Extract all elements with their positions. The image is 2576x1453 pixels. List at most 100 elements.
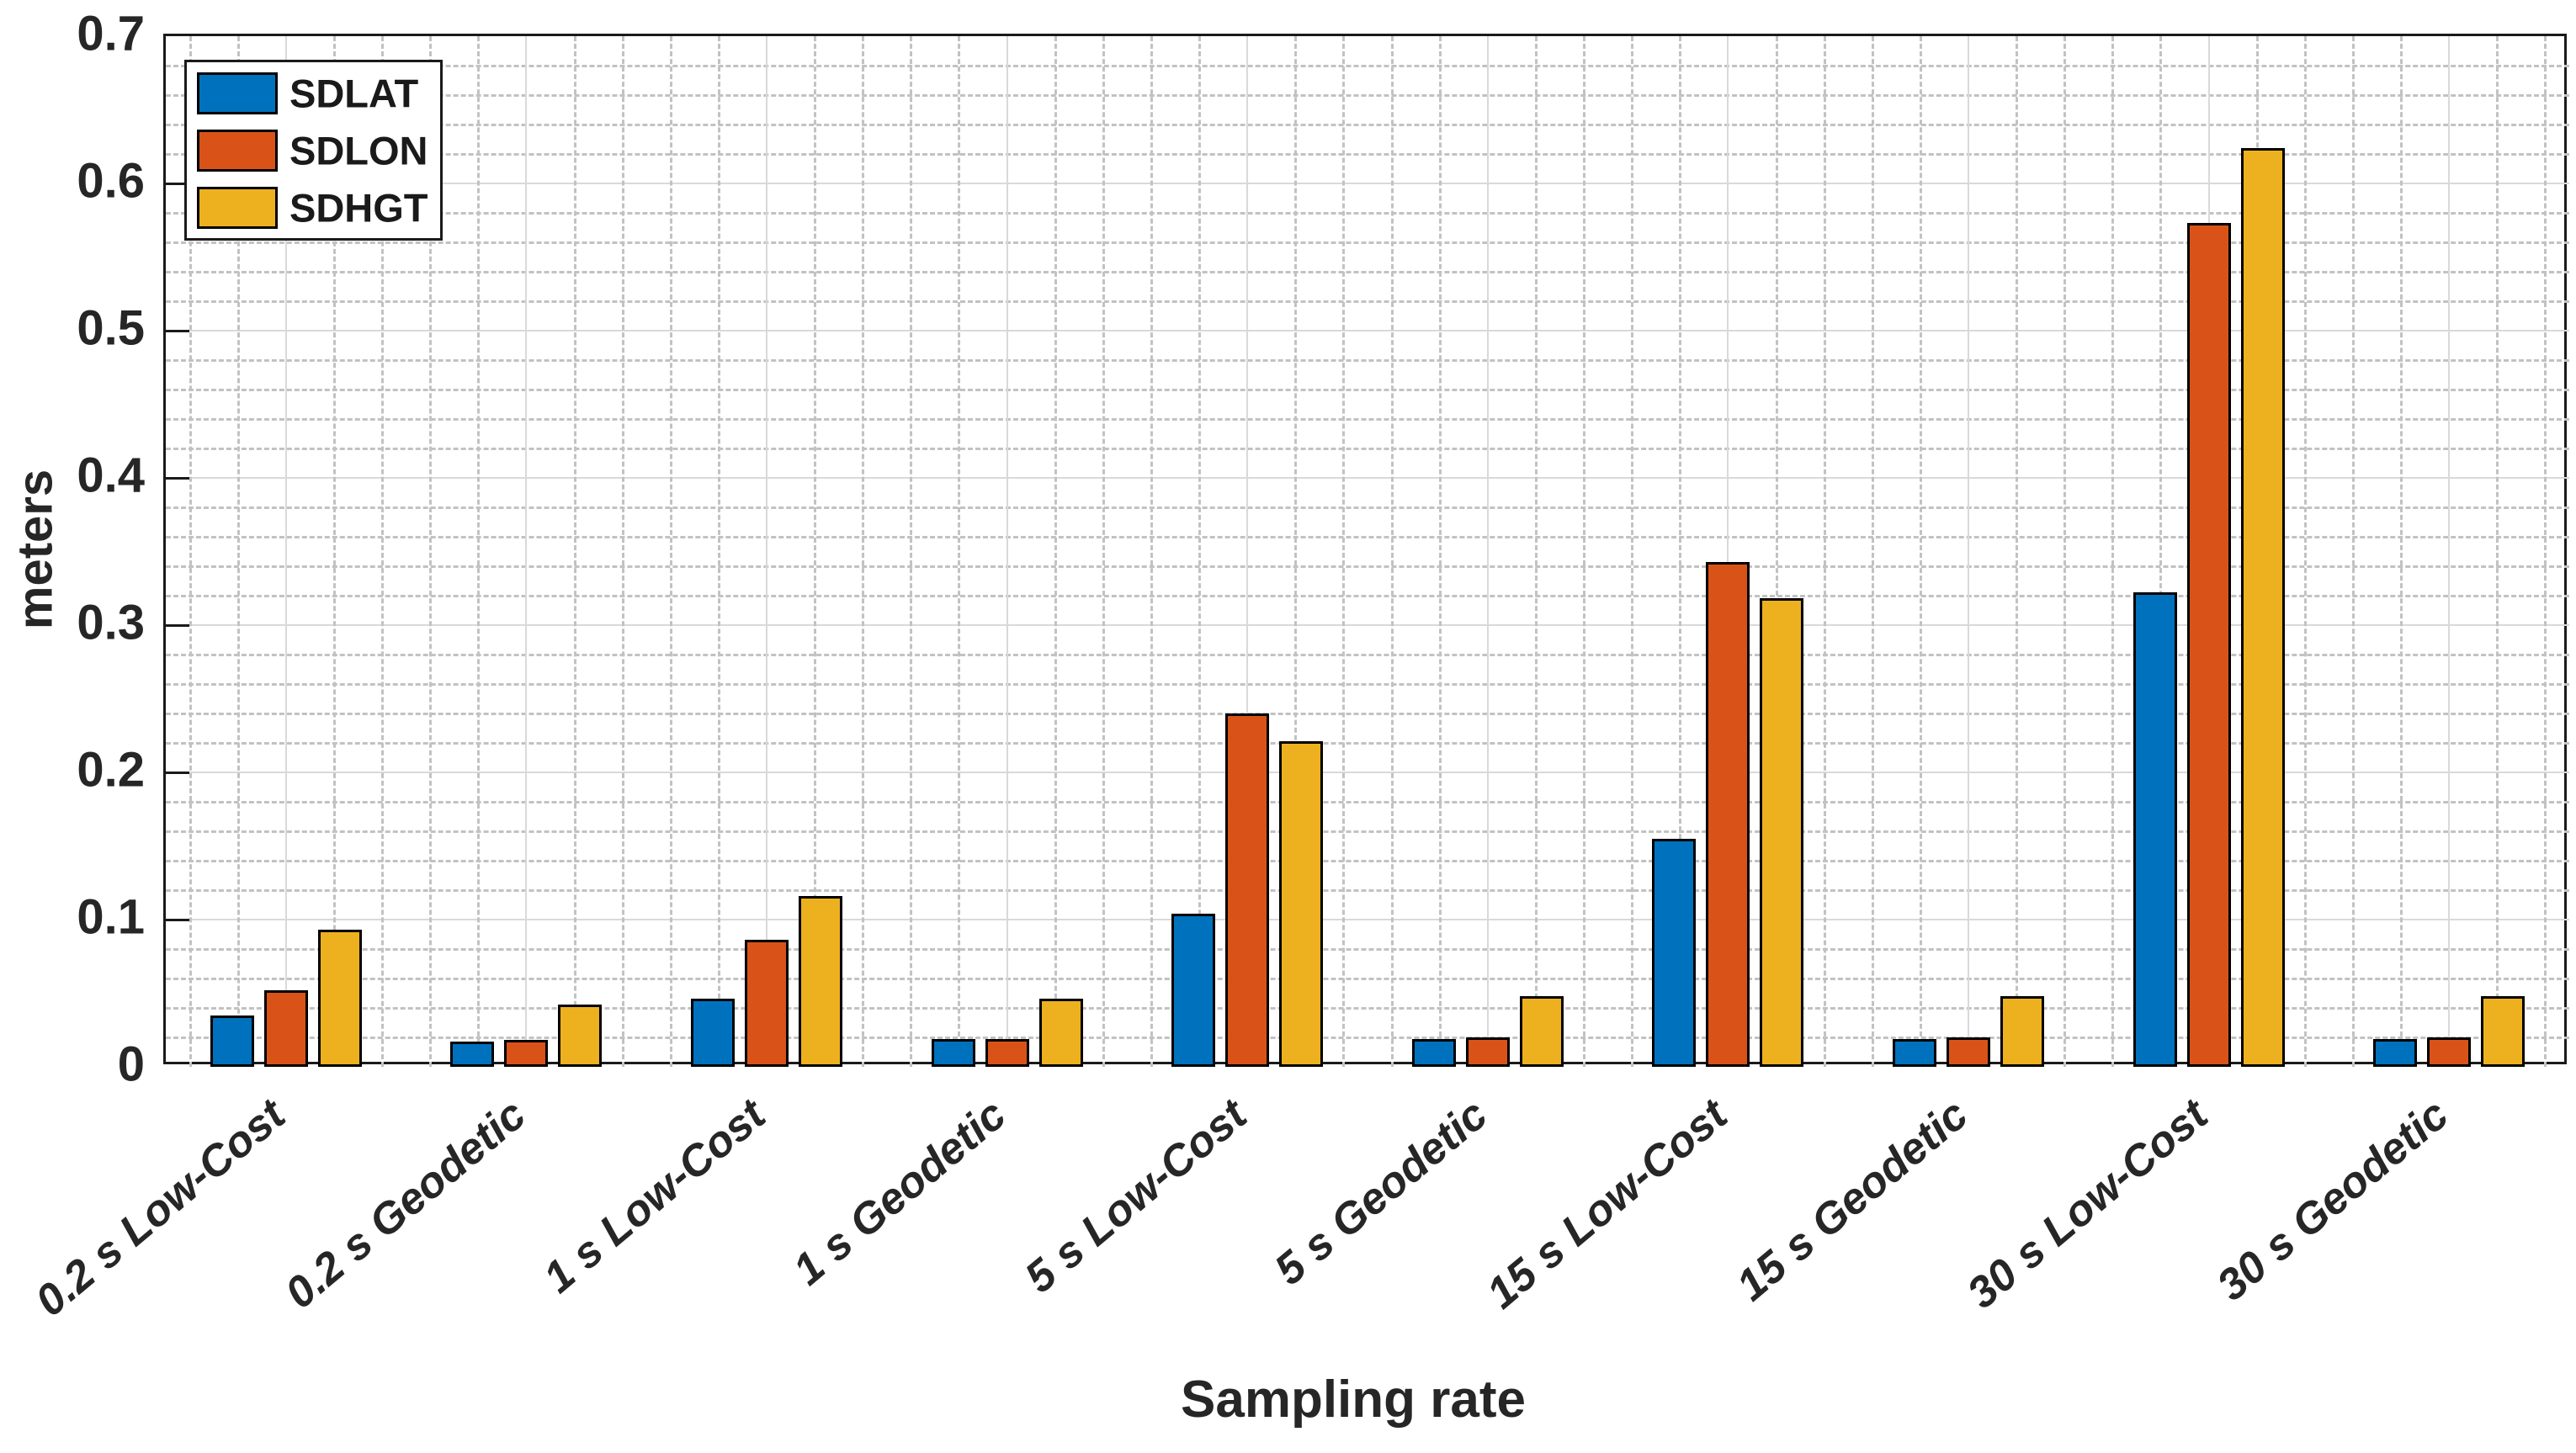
- gridline-minor-y: [166, 94, 2569, 97]
- bar-sdlat-1: [210, 1016, 254, 1067]
- bar-sdlon-8: [1947, 1037, 1990, 1067]
- gridline-minor-x: [1534, 36, 1538, 1067]
- x-tick-label: 30 s Low-Cost: [1958, 1090, 2217, 1318]
- gridline-minor-x: [862, 36, 865, 1067]
- bar-sdlon-9: [2187, 223, 2231, 1067]
- y-tick-mark: [166, 623, 189, 627]
- x-tick-label: 1 s Low-Cost: [534, 1090, 775, 1303]
- bar-sdhgt-10: [2481, 996, 2525, 1067]
- gridline-major-x: [525, 36, 528, 1067]
- plot-area: [163, 34, 2569, 1067]
- gridline-minor-x: [1390, 36, 1394, 1067]
- y-tick-mark: [166, 476, 189, 480]
- bar-sdlat-9: [2133, 592, 2177, 1067]
- legend-item-sdlat: SDLAT: [187, 71, 440, 116]
- y-tick-label: 0.1: [77, 889, 145, 945]
- gridline-minor-x: [717, 36, 720, 1067]
- x-tick-label: 1 s Geodetic: [784, 1090, 1016, 1295]
- legend-label-sdlat: SDLAT: [289, 71, 419, 116]
- gridline-major-x: [1968, 36, 1969, 1067]
- gridline-minor-x: [2400, 36, 2403, 1067]
- gridline-minor-x: [621, 36, 624, 1067]
- gridline-minor-x: [1342, 36, 1346, 1067]
- bar-sdlon-1: [264, 990, 308, 1067]
- bar-sdlat-10: [2373, 1039, 2417, 1067]
- gridline-minor-x: [2063, 36, 2067, 1067]
- bar-sdlon-5: [1225, 713, 1269, 1067]
- x-tick-label: 5 s Low-Cost: [1015, 1090, 1256, 1303]
- gridline-minor-x: [1438, 36, 1442, 1067]
- legend: SDLAT SDLON SDHGT: [184, 60, 443, 241]
- gridline-minor-y: [166, 153, 2569, 156]
- bar-sdlat-6: [1412, 1039, 1456, 1067]
- y-tick-label: 0.4: [77, 448, 145, 503]
- x-tick-label: 0.2 s Geodetic: [275, 1090, 535, 1318]
- gridline-minor-x: [2111, 36, 2115, 1067]
- bar-sdlon-2: [504, 1040, 548, 1067]
- bar-sdlat-3: [691, 999, 735, 1067]
- bar-sdlon-6: [1466, 1037, 1510, 1067]
- x-tick-label: 15 s Geodetic: [1727, 1090, 1977, 1311]
- y-tick-label: 0.7: [77, 6, 145, 61]
- legend-label-sdlon: SDLON: [289, 128, 428, 173]
- bar-sdhgt-2: [558, 1005, 602, 1067]
- bar-sdlat-5: [1171, 914, 1215, 1067]
- gridline-minor-x: [958, 36, 961, 1067]
- gridline-minor-x: [1150, 36, 1153, 1067]
- bar-sdhgt-9: [2241, 148, 2285, 1067]
- legend-swatch-sdlon: [197, 130, 278, 172]
- bar-sdlon-3: [745, 940, 789, 1067]
- legend-swatch-sdhgt: [197, 187, 278, 229]
- bar-sdlat-4: [932, 1039, 975, 1067]
- x-tick-label: 15 s Low-Cost: [1478, 1090, 1737, 1318]
- gridline-major-x: [2448, 36, 2451, 1067]
- gridline-major-y: [166, 183, 2569, 184]
- y-tick-mark: [166, 329, 189, 332]
- bar-sdlon-7: [1706, 562, 1750, 1067]
- legend-item-sdlon: SDLON: [187, 128, 440, 173]
- gridline-minor-x: [1919, 36, 1922, 1067]
- y-tick-mark: [166, 182, 189, 185]
- x-tick-label: 30 s Geodetic: [2207, 1090, 2458, 1311]
- y-tick-label: 0.6: [77, 153, 145, 209]
- x-tick-label: 5 s Geodetic: [1265, 1090, 1496, 1295]
- y-axis-label: meters: [8, 469, 63, 629]
- gridline-minor-x: [1102, 36, 1105, 1067]
- bar-sdhgt-8: [2000, 996, 2044, 1067]
- gridline-minor-x: [477, 36, 481, 1067]
- gridline-minor-x: [1583, 36, 1586, 1067]
- y-tick-mark: [166, 918, 189, 921]
- gridline-minor-x: [2016, 36, 2019, 1067]
- gridline-minor-x: [2303, 36, 2307, 1067]
- gridline-minor-x: [1198, 36, 1202, 1067]
- legend-swatch-sdlat: [197, 72, 278, 114]
- gridline-minor-x: [573, 36, 576, 1067]
- gridline-minor-y: [166, 212, 2569, 215]
- gridline-minor-y: [166, 124, 2569, 126]
- bar-sdhgt-6: [1520, 996, 1564, 1067]
- bar-sdhgt-3: [799, 896, 842, 1067]
- bar-sdhgt-4: [1039, 999, 1083, 1067]
- gridline-minor-x: [669, 36, 672, 1067]
- y-tick-label: 0.2: [77, 742, 145, 798]
- gridline-major-x: [766, 36, 767, 1067]
- gridline-major-x: [1486, 36, 1489, 1067]
- gridline-minor-x: [2496, 36, 2499, 1067]
- y-tick-label: 0.5: [77, 300, 145, 356]
- x-tick-label: 0.2 s Low-Cost: [26, 1090, 295, 1327]
- y-tick-label: 0: [117, 1037, 145, 1092]
- bar-sdlat-7: [1652, 839, 1696, 1067]
- legend-item-sdhgt: SDHGT: [187, 186, 440, 231]
- y-tick-mark: [166, 771, 189, 774]
- gridline-minor-x: [1871, 36, 1874, 1067]
- gridline-minor-x: [910, 36, 913, 1067]
- bar-sdhgt-5: [1279, 741, 1323, 1067]
- gridline-major-x: [1006, 36, 1008, 1067]
- y-tick-label: 0.3: [77, 595, 145, 650]
- gridline-minor-x: [1631, 36, 1634, 1067]
- bar-sdhgt-7: [1760, 598, 1803, 1067]
- gridline-minor-x: [2544, 36, 2547, 1067]
- bar-sdlon-4: [985, 1039, 1029, 1067]
- gridline-minor-x: [2351, 36, 2355, 1067]
